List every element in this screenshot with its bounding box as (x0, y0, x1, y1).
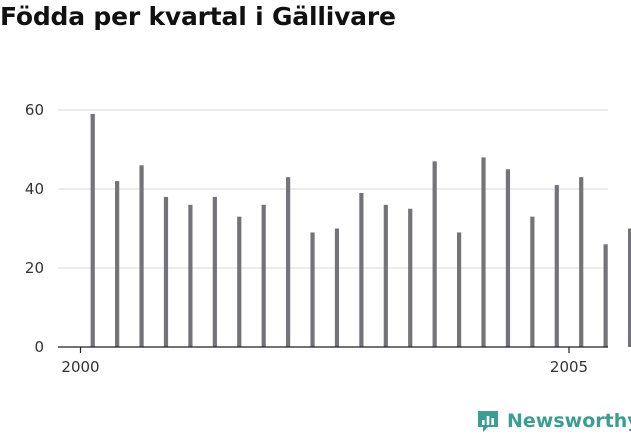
bar-quarter (554, 185, 559, 347)
bar-quarter (627, 228, 631, 347)
bar-quarter (481, 157, 486, 347)
y-tick-label: 40 (25, 180, 44, 198)
bar-quarter (261, 204, 266, 347)
y-tick-label: 60 (25, 101, 44, 119)
bar-quarter (603, 244, 608, 347)
bar-quarter (115, 181, 120, 347)
bar-quarter (383, 204, 388, 347)
x-tick-label: 2005 (550, 358, 588, 376)
bar-quarter (432, 161, 437, 347)
bar-quarter (212, 196, 217, 347)
bar-quarter (456, 232, 462, 347)
y-tick-label: 0 (34, 338, 44, 356)
newsworthy-brand: Newsworthy (475, 408, 631, 434)
bar-chart-badge-icon (478, 411, 498, 432)
bar-quarter (408, 208, 413, 347)
bar-quarter (286, 177, 291, 347)
bar-quarter (237, 216, 242, 347)
bars (90, 113, 631, 347)
brand-name: Newsworthy (507, 410, 631, 432)
bar-quarter (359, 192, 364, 347)
bar-quarter (310, 232, 315, 347)
bar-quarter (163, 196, 169, 347)
x-tick-label: 2000 (61, 358, 99, 376)
tick-labels: 020406038200020052010201520202025 (25, 101, 588, 376)
bar-quarter (139, 165, 144, 347)
bar-quarter (505, 169, 511, 347)
axes (58, 346, 608, 353)
bar-quarter (90, 113, 95, 347)
y-tick-label: 20 (25, 259, 44, 277)
gridlines (58, 109, 608, 269)
bar-quarter (188, 204, 193, 347)
chart-title: Födda per kvartal i Gällivare (0, 2, 396, 31)
bar-quarter (530, 216, 535, 347)
bar-chart: 020406038200020052010201520202025 (25, 101, 631, 376)
bar-quarter (579, 177, 584, 347)
bar-quarter (334, 228, 340, 347)
